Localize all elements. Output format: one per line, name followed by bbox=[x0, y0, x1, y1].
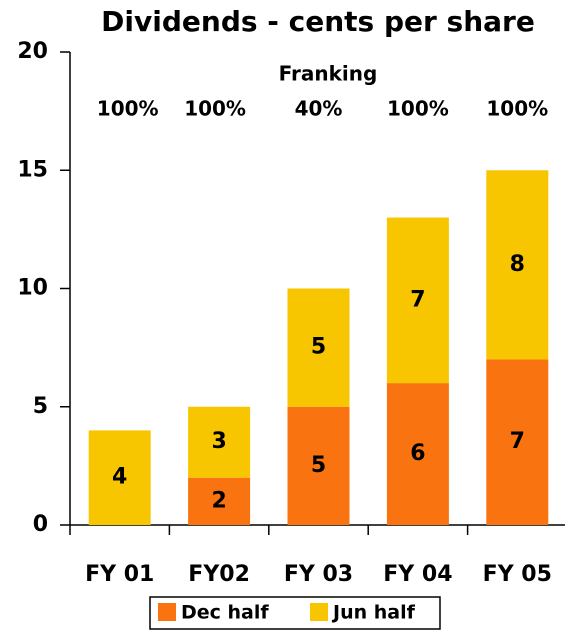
data-label: 8 bbox=[510, 252, 525, 277]
legend-swatch bbox=[158, 603, 176, 621]
chart-title: Dividends - cents per share bbox=[101, 5, 535, 38]
annotation-label: 40% bbox=[295, 97, 343, 121]
legend-label: Dec half bbox=[181, 602, 269, 624]
y-tick-label: 20 bbox=[17, 39, 48, 64]
data-label: 7 bbox=[410, 287, 425, 312]
bar-segment bbox=[287, 288, 350, 407]
x-tick-label: FY02 bbox=[188, 562, 250, 587]
annotation-label: 100% bbox=[486, 97, 548, 121]
bar-segment bbox=[188, 406, 251, 478]
data-label: 5 bbox=[311, 453, 326, 478]
annotation-label: 100% bbox=[97, 97, 159, 121]
data-label: 4 bbox=[112, 465, 127, 490]
annotation-title: Franking bbox=[279, 62, 378, 86]
data-label: 6 bbox=[410, 441, 425, 466]
x-tick-label: FY 03 bbox=[284, 562, 353, 587]
bar-segment bbox=[486, 359, 549, 525]
data-label: 2 bbox=[211, 488, 226, 513]
legend-label: Jun half bbox=[331, 602, 416, 624]
annotation-label: 100% bbox=[387, 97, 449, 121]
bar-segment bbox=[287, 406, 350, 525]
bar-segment bbox=[486, 170, 549, 360]
data-label: 7 bbox=[510, 429, 525, 454]
bar-segment bbox=[88, 430, 151, 525]
data-label: 5 bbox=[311, 335, 326, 360]
y-tick-label: 10 bbox=[17, 276, 48, 301]
x-tick-label: FY 04 bbox=[383, 562, 452, 587]
bar-segment bbox=[188, 477, 251, 525]
legend-swatch bbox=[310, 603, 328, 621]
y-tick-label: 5 bbox=[33, 394, 48, 419]
data-label: 3 bbox=[211, 429, 226, 454]
x-tick-label: FY 01 bbox=[85, 562, 154, 587]
bar-segment bbox=[386, 383, 449, 525]
y-tick-label: 0 bbox=[33, 512, 48, 537]
bar-segment bbox=[386, 217, 449, 384]
x-tick-label: FY 05 bbox=[483, 562, 552, 587]
annotation-label: 100% bbox=[184, 97, 246, 121]
legend-box bbox=[149, 596, 441, 630]
y-tick-label: 15 bbox=[17, 157, 48, 182]
